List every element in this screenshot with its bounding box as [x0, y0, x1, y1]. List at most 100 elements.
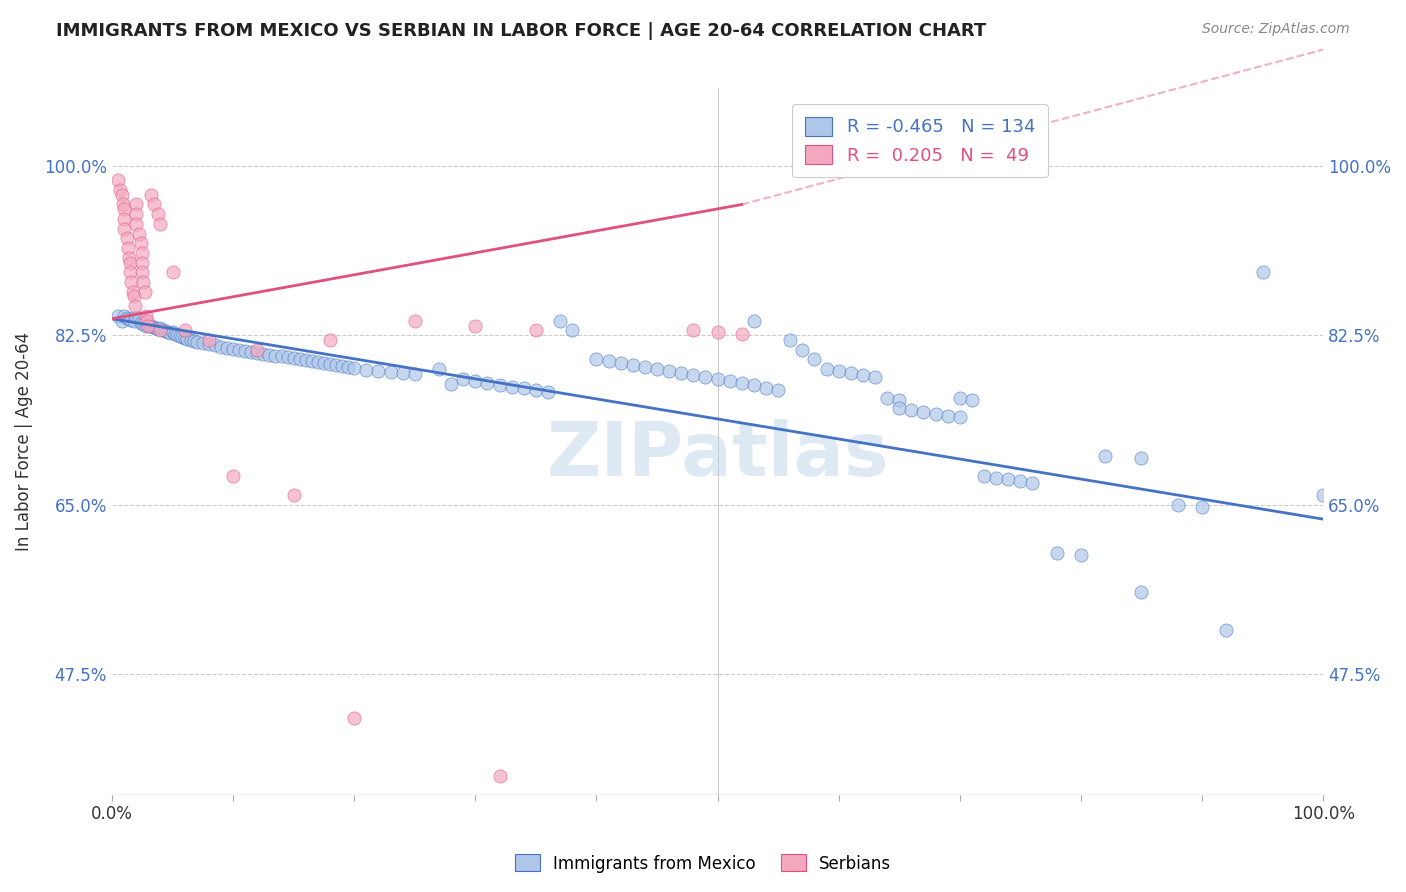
Point	[134, 285, 156, 299]
Point	[839, 366, 862, 380]
Point	[488, 769, 510, 783]
Point	[1312, 488, 1334, 502]
Point	[132, 275, 155, 289]
Point	[155, 324, 177, 338]
Point	[118, 311, 141, 326]
Point	[115, 310, 138, 325]
Point	[561, 323, 583, 337]
Point	[1251, 265, 1274, 279]
Point	[129, 316, 152, 330]
Point	[132, 317, 155, 331]
Point	[307, 355, 329, 369]
Point	[682, 368, 704, 382]
Point	[889, 392, 911, 407]
Point	[718, 374, 741, 388]
Point	[172, 330, 194, 344]
Point	[325, 358, 347, 372]
Point	[191, 335, 214, 350]
Point	[121, 285, 143, 299]
Point	[128, 310, 150, 325]
Point	[863, 369, 886, 384]
Point	[111, 197, 134, 211]
Point	[240, 344, 263, 359]
Point	[139, 319, 162, 334]
Point	[755, 381, 778, 395]
Point	[222, 468, 245, 483]
Point	[742, 377, 765, 392]
Point	[173, 323, 195, 337]
Point	[120, 255, 142, 269]
Point	[815, 362, 838, 376]
Point	[766, 384, 789, 398]
Point	[136, 318, 159, 333]
Legend: R = -0.465   N = 134, R =  0.205   N =  49: R = -0.465 N = 134, R = 0.205 N = 49	[793, 104, 1047, 178]
Point	[228, 343, 250, 357]
Point	[731, 327, 754, 342]
Point	[145, 321, 167, 335]
Point	[270, 350, 292, 364]
Point	[209, 340, 232, 354]
Point	[900, 402, 922, 417]
Point	[122, 289, 145, 303]
Point	[367, 364, 389, 378]
Point	[1130, 451, 1153, 466]
Point	[319, 333, 342, 347]
Point	[949, 391, 972, 405]
Point	[283, 488, 305, 502]
Point	[889, 401, 911, 415]
Point	[117, 241, 139, 255]
Point	[537, 385, 560, 400]
Point	[585, 352, 607, 367]
Point	[513, 381, 536, 395]
Point	[120, 275, 142, 289]
Point	[404, 367, 426, 381]
Text: IMMIGRANTS FROM MEXICO VS SERBIAN IN LABOR FORCE | AGE 20-64 CORRELATION CHART: IMMIGRANTS FROM MEXICO VS SERBIAN IN LAB…	[56, 22, 987, 40]
Point	[136, 313, 159, 327]
Point	[142, 320, 165, 334]
Point	[960, 392, 983, 407]
Point	[343, 710, 366, 724]
Point	[1046, 546, 1069, 560]
Point	[912, 405, 935, 419]
Point	[936, 409, 959, 423]
Point	[186, 334, 208, 349]
Point	[131, 265, 153, 279]
Point	[125, 197, 148, 211]
Point	[204, 338, 226, 352]
Point	[488, 377, 510, 392]
Point	[159, 326, 181, 341]
Point	[330, 359, 353, 374]
Point	[477, 376, 499, 390]
Point	[112, 221, 135, 235]
Point	[1070, 548, 1092, 562]
Point	[658, 364, 681, 378]
Point	[135, 309, 157, 323]
Point	[112, 212, 135, 227]
Point	[1191, 500, 1213, 514]
Point	[124, 299, 146, 313]
Point	[149, 323, 172, 337]
Legend: Immigrants from Mexico, Serbians: Immigrants from Mexico, Serbians	[508, 847, 898, 880]
Point	[464, 374, 486, 388]
Point	[876, 391, 898, 405]
Point	[391, 366, 413, 380]
Point	[120, 312, 142, 326]
Point	[146, 322, 169, 336]
Point	[129, 236, 152, 251]
Point	[288, 352, 311, 367]
Point	[125, 207, 148, 221]
Point	[252, 346, 274, 360]
Point	[122, 313, 145, 327]
Point	[283, 351, 305, 366]
Point	[548, 313, 571, 327]
Point	[198, 333, 221, 347]
Point	[128, 227, 150, 241]
Point	[233, 343, 256, 358]
Point	[1010, 475, 1032, 489]
Text: Source: ZipAtlas.com: Source: ZipAtlas.com	[1202, 22, 1350, 37]
Point	[312, 356, 335, 370]
Point	[198, 337, 221, 351]
Point	[440, 376, 463, 391]
Point	[598, 354, 620, 368]
Point	[162, 326, 184, 340]
